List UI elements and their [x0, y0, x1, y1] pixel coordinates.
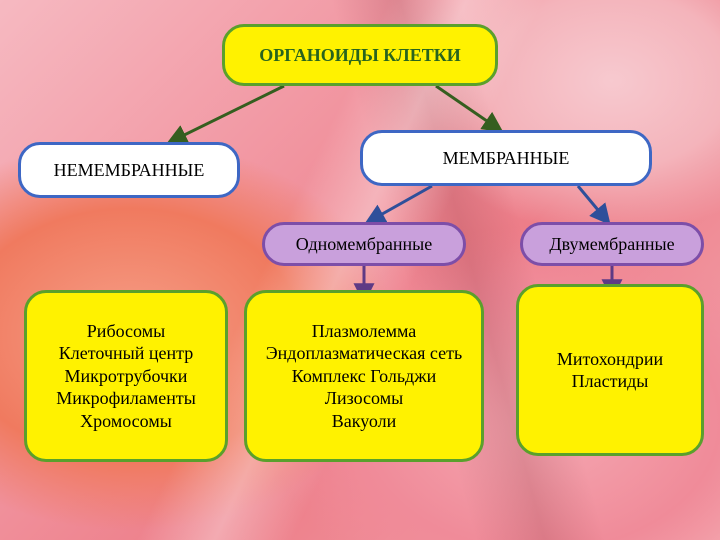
node-membrane-label: МЕМБРАННЫЕ [443, 147, 570, 170]
node-membrane: МЕМБРАННЫЕ [360, 130, 652, 186]
node-list-single-membrane-text: Плазмолемма Эндоплазматическая сеть Комп… [266, 320, 462, 433]
node-double-membrane-label: Двумембранные [549, 233, 674, 256]
node-nonmembrane: НЕМЕМБРАННЫЕ [18, 142, 240, 198]
node-double-membrane: Двумембранные [520, 222, 704, 266]
node-list-nonmembrane-text: Рибосомы Клеточный центр Микротрубочки М… [56, 320, 196, 433]
node-root: ОРГАНОИДЫ КЛЕТКИ [222, 24, 498, 86]
node-single-membrane-label: Одномембранные [296, 233, 432, 256]
node-root-label: ОРГАНОИДЫ КЛЕТКИ [259, 44, 461, 67]
node-list-single-membrane: Плазмолемма Эндоплазматическая сеть Комп… [244, 290, 484, 462]
node-list-double-membrane: Митохондрии Пластиды [516, 284, 704, 456]
node-nonmembrane-label: НЕМЕМБРАННЫЕ [54, 159, 205, 182]
node-single-membrane: Одномембранные [262, 222, 466, 266]
node-list-nonmembrane: Рибосомы Клеточный центр Микротрубочки М… [24, 290, 228, 462]
node-list-double-membrane-text: Митохондрии Пластиды [557, 348, 663, 393]
